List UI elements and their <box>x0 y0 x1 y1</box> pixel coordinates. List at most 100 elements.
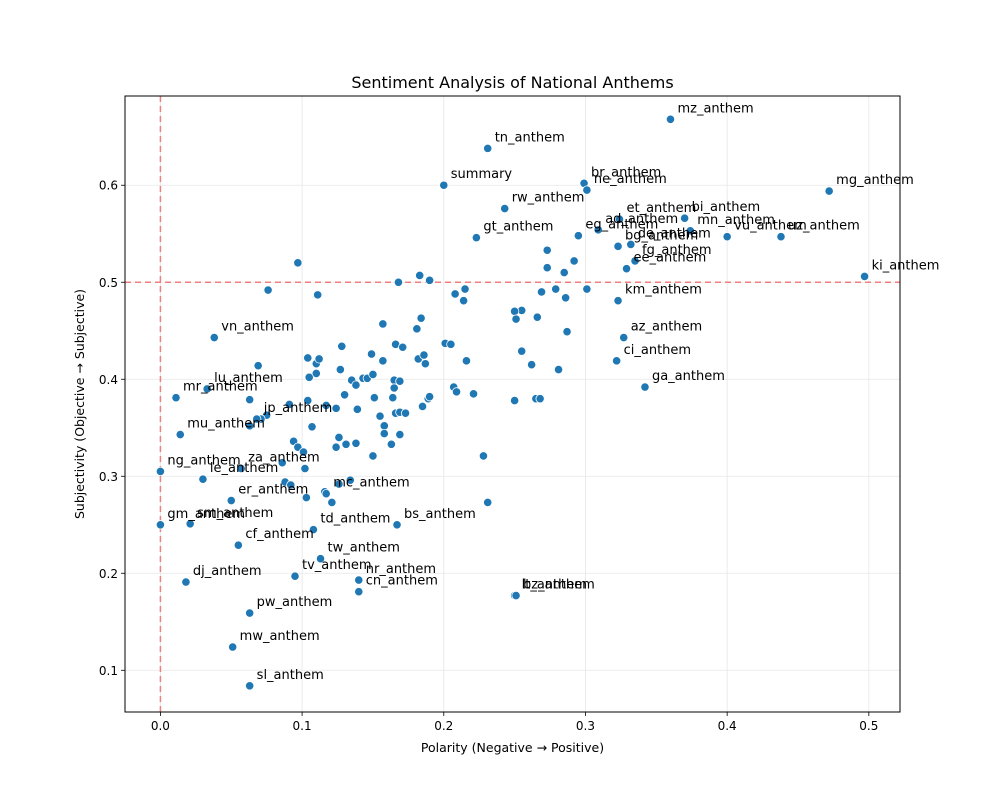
point-label: ee_anthem <box>634 251 707 266</box>
data-point <box>313 290 323 300</box>
y-tick-label: 0.2 <box>99 567 118 581</box>
point-label: uz_anthem <box>788 219 860 234</box>
data-point <box>337 341 347 351</box>
data-point <box>245 681 255 691</box>
x-axis-label: Polarity (Negative → Positive) <box>421 740 604 755</box>
data-point <box>511 314 521 324</box>
point-label: le_anthem <box>210 461 278 476</box>
x-tick-label: 0.2 <box>434 719 453 733</box>
data-point <box>335 364 345 375</box>
data-point <box>417 401 428 412</box>
data-point <box>290 571 300 581</box>
data-point <box>859 271 870 282</box>
data-point <box>321 489 331 499</box>
data-point <box>379 428 389 439</box>
data-point <box>425 392 435 402</box>
data-point <box>245 395 255 405</box>
point-label: bg_anthem <box>625 228 698 243</box>
point-label: bz_anthem <box>523 578 595 593</box>
data-point <box>301 493 311 503</box>
data-point <box>425 275 435 285</box>
point-label: mg_anthem <box>836 173 914 188</box>
data-point <box>398 342 408 352</box>
data-point <box>542 263 552 273</box>
point-label: gt_anthem <box>483 220 553 235</box>
data-point <box>334 479 344 489</box>
data-point <box>685 226 695 236</box>
data-point <box>175 429 185 440</box>
point-label: rw_anthem <box>512 191 585 206</box>
data-point <box>307 422 317 432</box>
data-point <box>303 353 313 363</box>
data-point <box>198 474 208 484</box>
data-point <box>551 284 561 294</box>
y-tick-label: 0.3 <box>99 470 118 484</box>
point-label: summary <box>451 167 513 182</box>
data-point <box>389 383 399 393</box>
data-point <box>478 451 489 461</box>
data-point <box>354 575 364 585</box>
data-point <box>420 359 430 369</box>
data-point <box>314 354 324 364</box>
point-label: tv_anthem <box>302 558 372 573</box>
point-label: cf_anthem <box>245 527 313 542</box>
data-point <box>776 232 786 242</box>
data-point <box>400 408 411 418</box>
data-point <box>460 284 470 294</box>
data-point <box>181 577 191 587</box>
y-tick-label: 0.1 <box>99 664 118 678</box>
x-axis-ticks: 0.0 0.1 0.2 0.3 0.4 0.5 <box>151 712 878 733</box>
data-point <box>263 285 273 295</box>
data-point <box>392 520 402 530</box>
point-label: ng_anthem <box>167 453 240 468</box>
data-point <box>300 463 310 474</box>
data-point <box>202 384 212 394</box>
data-point <box>446 339 456 349</box>
x-tick-label: 0.0 <box>151 719 170 733</box>
data-point <box>327 497 337 508</box>
data-point <box>451 387 462 397</box>
data-point <box>386 439 396 449</box>
point-label: vn_anthem <box>221 320 294 335</box>
data-point <box>722 232 732 242</box>
y-tick-label: 0.4 <box>99 373 118 387</box>
data-point <box>395 376 405 386</box>
data-point <box>395 429 405 440</box>
data-point <box>483 497 493 508</box>
point-label: lu_anthem <box>214 371 283 386</box>
data-point <box>228 642 238 652</box>
data-point <box>582 284 592 294</box>
data-point <box>393 277 404 287</box>
data-point <box>303 396 313 406</box>
point-label: jp_anthem <box>263 401 333 416</box>
grid <box>125 96 900 712</box>
data-point <box>379 421 389 431</box>
data-point <box>341 439 351 449</box>
data-point <box>553 364 564 375</box>
data-point <box>245 421 255 431</box>
point-label: br_anthem <box>591 165 661 180</box>
point-label: mz_anthem <box>677 101 753 116</box>
point-label: td_anthem <box>320 512 390 527</box>
point-label: lt_anthem <box>522 578 587 593</box>
data-point <box>308 525 319 535</box>
data-point <box>378 319 388 329</box>
data-point <box>613 241 623 251</box>
data-point <box>510 396 520 406</box>
data-point <box>665 114 676 124</box>
point-label: mc_anthem <box>333 476 410 491</box>
data-point <box>352 404 362 414</box>
y-tick-label: 0.6 <box>99 179 118 193</box>
point-label: bi_anthem <box>692 200 761 215</box>
data-point <box>277 458 287 468</box>
data-point <box>340 390 350 400</box>
data-point <box>331 403 341 413</box>
point-label: tn_anthem <box>495 130 565 145</box>
chart-title: Sentiment Analysis of National Anthems <box>351 73 673 92</box>
point-label: mn_anthem <box>697 213 775 228</box>
x-tick-label: 0.5 <box>859 719 878 733</box>
data-point <box>412 324 422 334</box>
data-point <box>630 256 640 266</box>
